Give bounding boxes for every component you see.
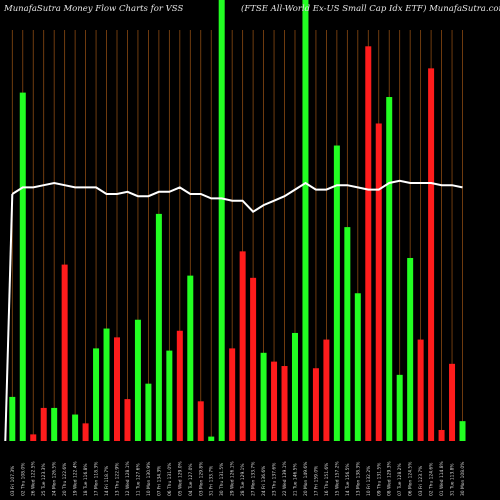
x-tick-label: 04 Tue 127.0%	[188, 463, 194, 496]
bar	[218, 0, 225, 441]
x-tick-label: 19 Wed 122.4%	[73, 461, 79, 496]
bar	[344, 227, 351, 441]
x-tick-label: 17 Mon 118.3%	[94, 462, 100, 496]
bar	[30, 434, 37, 441]
x-tick-label: 27 Mon 133.7%	[251, 462, 257, 496]
bar	[291, 332, 298, 441]
bar	[61, 264, 68, 441]
bar	[82, 423, 89, 441]
x-tick-label: 31 Fri 133.7%	[209, 466, 215, 496]
line-path	[11, 179, 463, 213]
chart-header-left: MunafaSutra Money Flow Charts for VSS	[4, 4, 184, 14]
bar	[312, 368, 319, 441]
x-tick-label: 22 Wed 139.1%	[282, 461, 288, 496]
bar	[323, 339, 330, 441]
bar	[281, 366, 288, 441]
bar	[72, 414, 79, 441]
bar	[9, 396, 16, 441]
bar	[333, 145, 340, 441]
x-tick-label: 03 Fri 107.3%	[10, 466, 16, 496]
x-tick-label: 30 Thu 131.5%	[219, 463, 225, 496]
bar	[103, 328, 110, 441]
bar	[229, 348, 236, 441]
x-tick-label: 24 Mon 126.5%	[52, 462, 58, 496]
x-tick-label: 31 Tue 113.8%	[450, 463, 456, 496]
bar	[176, 330, 183, 441]
bar	[459, 421, 466, 441]
x-tick-label: 11 Tue 127.6%	[135, 463, 141, 496]
x-axis-labels: 03 Fri 107.3% 02 Thu 108.0% 26 Wed 122.5% 2…	[10, 461, 466, 496]
chart-header-right: (FTSE All-World Ex-US Small Cap Idx ETF)…	[241, 4, 500, 14]
bar	[19, 92, 26, 442]
bar	[386, 97, 393, 442]
x-tick-label: 20 Thu 122.6%	[62, 463, 68, 496]
x-tick-label: 10 Fri 132.2%	[366, 466, 372, 496]
bar	[250, 277, 257, 441]
bar	[187, 275, 194, 441]
bar-series	[9, 0, 466, 442]
line-series	[4, 179, 463, 442]
x-tick-label: 17 Fri 159.0%	[313, 466, 319, 496]
x-tick-label: 08 Wed 129.3%	[387, 461, 393, 496]
x-tick-label: 06 Mon 124.5%	[408, 462, 414, 496]
x-tick-label: 29 Wed 126.1%	[230, 461, 236, 496]
bar	[428, 68, 435, 441]
bar	[260, 352, 267, 441]
x-tick-label: 14 Tue 156.5%	[345, 463, 351, 496]
bar	[40, 407, 47, 441]
bar	[375, 123, 382, 441]
bar	[208, 436, 215, 441]
x-tick-label: 13 Thu 122.9%	[115, 463, 121, 496]
x-tick-label: 02 Thu 124.6%	[429, 463, 435, 496]
bar	[449, 363, 456, 441]
x-tick-label: 03 Fri 123.7%	[418, 466, 424, 496]
line-start-tail	[4, 194, 14, 442]
bar	[155, 213, 162, 441]
x-tick-label: 07 Fri 134.3%	[156, 466, 162, 496]
bar	[396, 374, 403, 441]
bar	[438, 429, 445, 441]
x-tick-label: 21 Tue 146.5%	[292, 463, 298, 496]
bar	[51, 407, 58, 441]
bar	[407, 257, 414, 441]
x-tick-label: 10 Mon 130.9%	[146, 462, 152, 496]
x-tick-label: 02 Thu 108.0%	[20, 463, 26, 496]
bar	[197, 401, 204, 441]
bar	[114, 337, 120, 441]
x-tick-label: 07 Tue 128.2%	[397, 463, 403, 496]
bar	[239, 251, 246, 441]
x-tick-label: 23 Thu 137.6%	[272, 463, 278, 496]
bar	[145, 383, 152, 441]
x-tick-label: 28 Tue 129.1%	[240, 463, 246, 496]
x-tick-label: 03 Mon 129.8%	[198, 462, 204, 496]
bar	[93, 348, 100, 441]
bar	[354, 293, 361, 441]
x-tick-label: 09 Thu 131.5%	[376, 463, 382, 496]
x-tick-label: 12 Wed 128.1%	[125, 461, 131, 496]
x-tick-label: 01 Wed 114.8%	[439, 461, 445, 496]
bar	[302, 0, 309, 441]
bar	[124, 399, 131, 441]
bar	[166, 350, 173, 441]
x-tick-label: 16 Thu 151.6%	[324, 463, 330, 496]
bar	[134, 319, 141, 441]
x-tick-label: 24 Fri 136.6%	[261, 466, 267, 496]
x-tick-label: 25 Tue 123.3%	[41, 463, 47, 496]
bar	[365, 46, 372, 442]
bar	[271, 361, 278, 441]
x-tick-label: 14 Fri 118.7%	[104, 466, 110, 496]
x-tick-label: 30 Mon 108.0%	[460, 462, 466, 496]
x-tick-label: 05 Wed 129.0%	[177, 461, 183, 496]
x-tick-label: 18 Tue 116.8%	[83, 463, 89, 496]
x-tick-label: 26 Wed 122.5%	[31, 461, 37, 496]
x-tick-label: 20 Mon 149.6%	[303, 462, 309, 496]
bar	[417, 339, 424, 441]
x-tick-label: 15 Wed 157.2%	[334, 461, 340, 496]
x-tick-label: 13 Mon 138.3%	[355, 462, 361, 496]
x-tick-label: 06 Thu 131.0%	[167, 463, 173, 496]
